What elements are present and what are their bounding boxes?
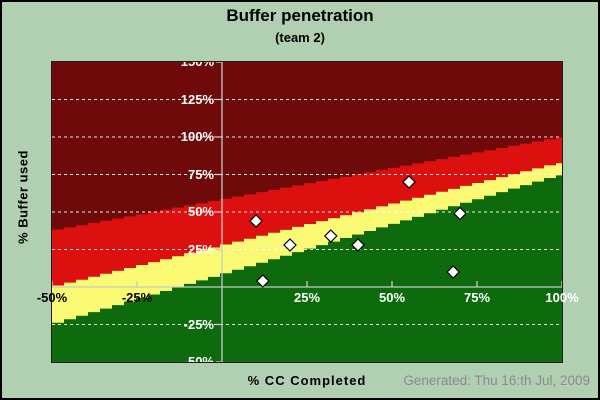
data-point-marker [255,274,270,288]
data-point-marker [402,175,416,189]
data-point-marker [249,214,263,228]
data-point-marker [351,238,365,252]
data-point-marker [453,206,467,221]
plot-canvas [52,62,562,362]
data-point-marker [323,229,338,243]
zone-green [52,175,562,362]
generated-timestamp: Generated: Thu 16:th Jul, 2009 [403,373,590,388]
x-axis-title: % CC Completed [247,373,367,388]
data-point-marker [283,238,297,252]
chart-subtitle: (team 2) [275,30,325,45]
chart-title: Buffer penetration [226,6,374,25]
plot-area: 150% 125% 100% 75% 50% 25% -25% -50% [51,61,563,363]
data-point-marker [446,265,461,279]
y-axis-title: % Buffer used [15,150,31,244]
